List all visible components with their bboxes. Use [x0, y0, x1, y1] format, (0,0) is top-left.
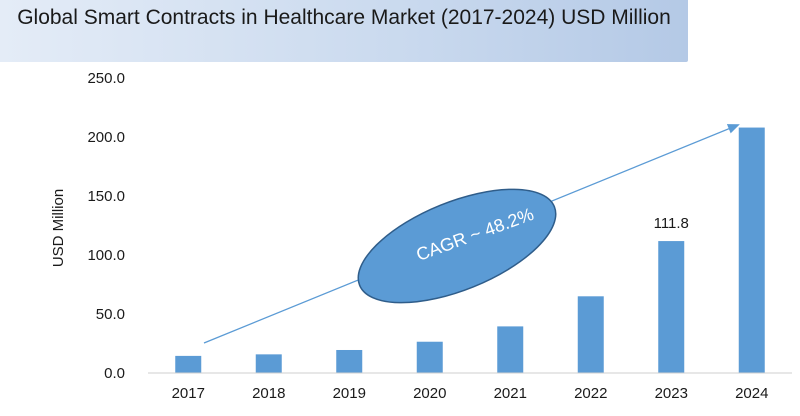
x-tick-label: 2021 [494, 385, 527, 402]
x-tick-label: 2017 [172, 385, 205, 402]
x-tick-label: 2020 [413, 385, 446, 402]
x-tick-label: 2022 [574, 385, 607, 402]
bar-2021 [497, 326, 524, 373]
x-tick-label: 2018 [252, 385, 285, 402]
x-tick-label: 2023 [655, 385, 688, 402]
bar-2020 [416, 341, 443, 373]
y-tick-label: 50.0 [96, 306, 125, 323]
title-banner [0, 0, 688, 62]
cagr-ellipse [357, 188, 557, 304]
x-tick-label: 2019 [333, 385, 366, 402]
y-tick-label: 100.0 [87, 247, 125, 264]
bar-2019 [336, 349, 363, 373]
data-label-2023: 111.8 [654, 215, 689, 232]
x-tick-label: 2024 [735, 385, 768, 402]
bar-2022 [577, 296, 604, 373]
chart-title: Global Smart Contracts in Healthcare Mar… [17, 6, 671, 29]
y-tick-label: 150.0 [87, 188, 125, 205]
y-tick-label: 200.0 [87, 129, 125, 146]
y-axis-label: USD Million [50, 189, 67, 267]
bar-2018 [255, 354, 282, 373]
y-tick-label: 250.0 [87, 70, 125, 87]
bar-2017 [175, 355, 202, 373]
y-tick-label: 0.0 [104, 365, 125, 382]
bar-2023 [658, 241, 685, 373]
bar-2024 [738, 127, 765, 373]
